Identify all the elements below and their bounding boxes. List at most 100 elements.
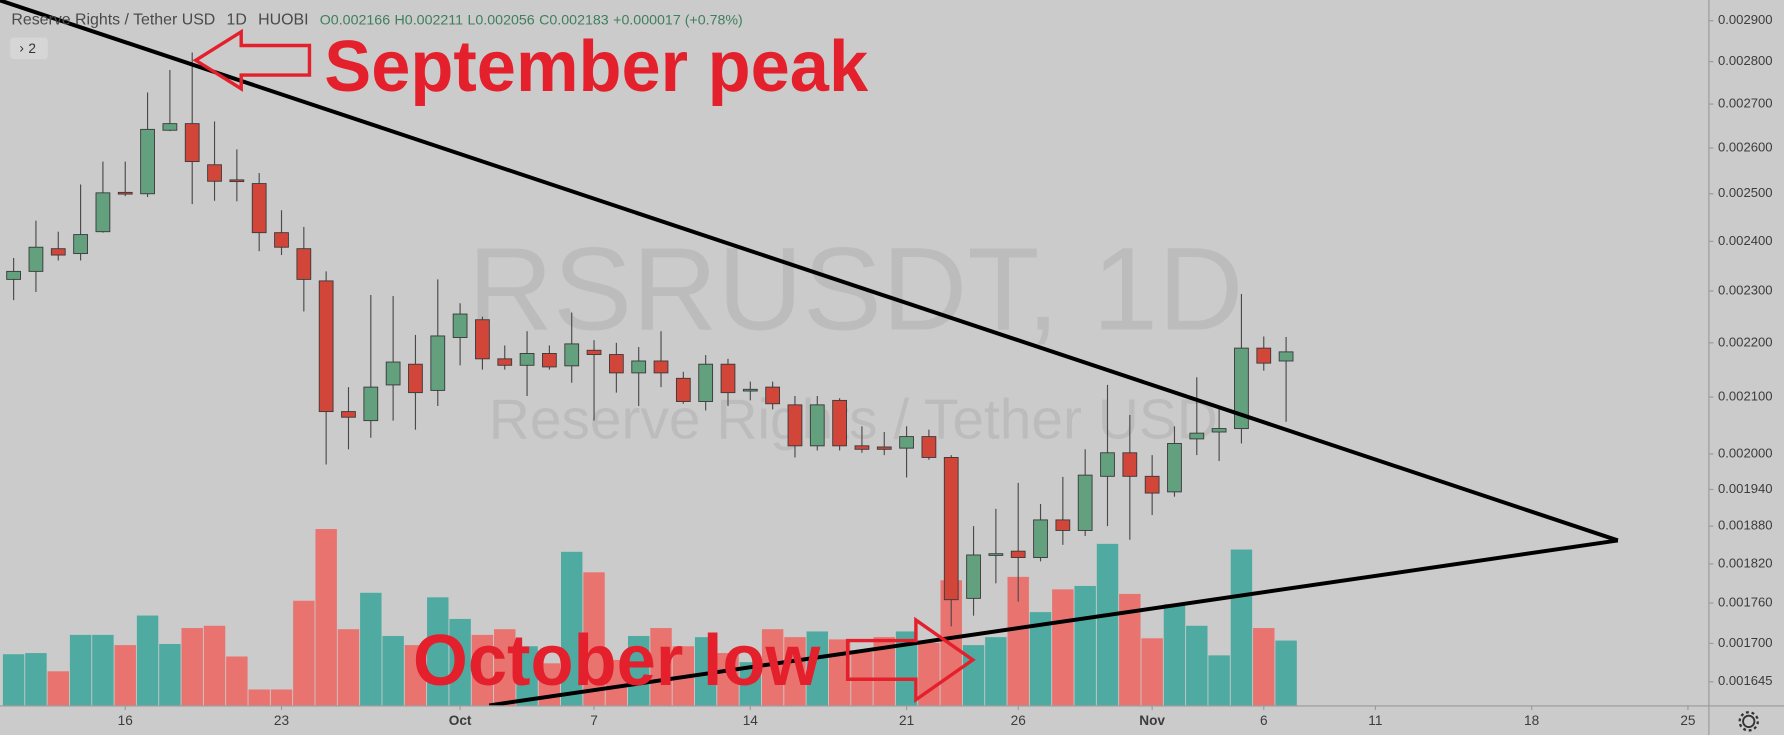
volume-bar [627, 636, 650, 706]
open: O0.002166 [320, 12, 390, 28]
low-arrow [845, 616, 976, 704]
candle-body [140, 128, 155, 195]
gear-icon [1742, 714, 1756, 728]
volume-bar [181, 628, 203, 706]
y-tick-label: 0.002100 [1718, 389, 1773, 404]
volume-bar [1230, 549, 1253, 706]
candle-body [742, 388, 758, 392]
candle-body [28, 246, 44, 272]
candle-body [452, 313, 468, 338]
peak-arrow [192, 28, 312, 92]
high: H0.002211 [395, 12, 464, 28]
volume-bar [985, 637, 1007, 706]
volume-bar [873, 637, 895, 706]
y-tick-label: 0.001700 [1718, 635, 1773, 650]
annotation: September peak [324, 26, 868, 107]
x-tick-label: 11 [1368, 713, 1382, 728]
volume-bar [605, 659, 628, 706]
candle-body [162, 123, 178, 131]
y-tick-label: 0.002500 [1718, 185, 1773, 200]
volume-bar [516, 646, 538, 706]
volume-bar [293, 600, 315, 706]
volume-bar [561, 551, 583, 706]
candle-body [720, 363, 736, 394]
candle-body [6, 270, 21, 280]
volume-bar [650, 628, 672, 706]
volume-bar [315, 529, 337, 706]
candle-body [184, 123, 200, 163]
volume-bar [92, 634, 114, 706]
volume-bar [114, 645, 136, 706]
candle-body [117, 191, 133, 195]
volume-bar [717, 653, 739, 706]
candle-body [1234, 347, 1249, 430]
candle-body [385, 361, 401, 386]
x-tick-label: Oct [449, 713, 472, 728]
volume-bar [2, 654, 25, 706]
candle-body [765, 386, 781, 405]
volume-bar [427, 597, 449, 706]
settings-button[interactable] [1738, 711, 1759, 732]
x-tick-label: 26 [1011, 713, 1026, 728]
volume-bar [203, 625, 226, 706]
y-tick-label: 0.002400 [1718, 233, 1773, 248]
gear-teeth [1738, 711, 1759, 732]
watermark-ticker: RSRUSDT, 1D [468, 223, 1244, 355]
candle-body [631, 360, 647, 374]
volume-bar [494, 629, 516, 706]
candle-body [698, 363, 714, 402]
volume-bar [159, 643, 181, 706]
indicators-count-value: 2 [28, 41, 36, 56]
volume-bar [248, 689, 270, 706]
symbol: Reserve Rights / Tether USD [11, 12, 215, 29]
candle-body [95, 192, 111, 233]
volume-bar [69, 634, 92, 706]
candle-body [1167, 443, 1182, 493]
candle-body [1256, 347, 1272, 364]
volume-bar [739, 662, 762, 706]
volume-bar [918, 642, 940, 706]
candle-body [1144, 475, 1160, 494]
candle-body [251, 183, 267, 234]
legend-header: Reserve Rights / Tether USD 1D HUOBI O0.… [11, 12, 742, 29]
candle-body [1010, 550, 1026, 558]
exchange: HUOBI [258, 12, 308, 29]
volume-bar [895, 631, 918, 706]
interval: 1D [227, 12, 247, 29]
candle-body [430, 335, 446, 391]
volume-bar [360, 592, 382, 706]
x-tick-label: 18 [1524, 713, 1539, 728]
upper-trend-line [0, 0, 1619, 543]
candle-body [318, 280, 334, 413]
x-tick-label: Nov [1139, 713, 1165, 728]
candle-body [1211, 428, 1227, 433]
x-tick-label: 7 [590, 713, 598, 728]
volume-bar [404, 645, 427, 706]
volume-bar [806, 631, 828, 706]
indicators-toggle[interactable] [10, 37, 48, 60]
y-tick-label: 0.002600 [1718, 139, 1773, 154]
volume-bar [1096, 543, 1119, 706]
volume-bar [382, 636, 404, 706]
volume-bar [784, 637, 806, 706]
candle-body [921, 436, 937, 458]
volume-bar [449, 618, 471, 706]
indicators-count: › 2 [19, 41, 36, 56]
candle-body [832, 399, 847, 447]
candle-body [1122, 452, 1138, 477]
volume-bar [1052, 589, 1074, 706]
candle-body [475, 319, 490, 360]
volume-bar [1186, 625, 1208, 706]
candle-body [341, 411, 356, 418]
annotation: October low [413, 620, 821, 701]
volume-bar [47, 671, 69, 706]
candle-body [50, 248, 66, 256]
volume-pane [2, 529, 1297, 706]
x-tick-label: 16 [118, 713, 133, 728]
candle-body [1055, 519, 1071, 531]
watermark-name: Reserve Rights / Tether USD [489, 388, 1218, 451]
volume-bar [1275, 640, 1297, 706]
candle-body [876, 446, 892, 450]
candle-body [1033, 519, 1048, 558]
candle-body [675, 377, 691, 402]
